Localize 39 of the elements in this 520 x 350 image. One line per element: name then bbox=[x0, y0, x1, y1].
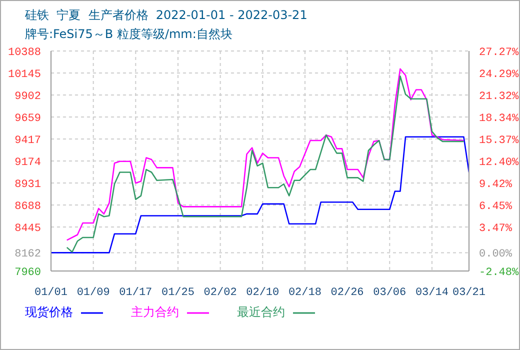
x-tick-label: 01/17 bbox=[119, 286, 152, 299]
y2-tick-label: 24.29% bbox=[479, 69, 520, 82]
y-tick-label: 8931 bbox=[14, 179, 42, 192]
x-tick-label: 02/18 bbox=[288, 286, 322, 299]
x-tick-label: 01/25 bbox=[161, 286, 194, 299]
y2-tick-label: 6.45% bbox=[479, 200, 512, 213]
x-tick-label: 03/06 bbox=[373, 286, 406, 299]
y-tick-label: 8162 bbox=[14, 248, 41, 261]
y2-tick-label: 3.47% bbox=[479, 223, 512, 235]
legend-label: 最近合约 bbox=[237, 304, 285, 321]
x-tick-label: 02/10 bbox=[246, 286, 280, 299]
line-series bbox=[51, 136, 469, 254]
legend-label: 现货价格 bbox=[25, 304, 73, 321]
y-tick-label: 10388 bbox=[8, 47, 41, 59]
chart-subtitle: 牌号:FeSi75～B 粒度等级/mm:自然块 bbox=[25, 26, 232, 43]
y2-tick-label: 0.00% bbox=[479, 248, 512, 261]
y-tick-label: 7960 bbox=[14, 267, 41, 279]
y-tick-label: 9174 bbox=[14, 157, 42, 169]
x-tick-label: 01/01 bbox=[34, 286, 68, 299]
y-tick-label: 9902 bbox=[14, 91, 41, 104]
legend-label: 主力合约 bbox=[131, 304, 179, 321]
y2-tick-label: 9.42% bbox=[479, 179, 512, 191]
y2-tick-label: 15.37% bbox=[479, 135, 520, 147]
x-tick-label: 02/02 bbox=[204, 286, 237, 299]
y-tick-label: 9417 bbox=[14, 134, 41, 147]
x-tick-label: 02/26 bbox=[330, 286, 364, 299]
y2-tick-label: 12.40% bbox=[479, 156, 520, 169]
y2-tick-label: 27.27% bbox=[479, 47, 520, 59]
x-tick-label: 03/21 bbox=[452, 286, 486, 299]
y-tick-label: 9659 bbox=[14, 113, 41, 126]
x-tick-label: 01/09 bbox=[76, 286, 110, 299]
x-tick-label: 03/14 bbox=[415, 286, 449, 299]
y2-tick-label: 18.34% bbox=[479, 113, 520, 126]
y-tick-label: 10145 bbox=[8, 69, 41, 82]
y-tick-label: 8688 bbox=[14, 201, 41, 214]
y-tick-label: 8445 bbox=[14, 223, 41, 236]
y2-tick-label: 21.32% bbox=[479, 91, 520, 103]
chart-title: 硅铁 宁夏 生产者价格 2022-01-01 - 2022-03-21 bbox=[25, 7, 308, 24]
y2-tick-label: -2.48% bbox=[479, 267, 520, 279]
